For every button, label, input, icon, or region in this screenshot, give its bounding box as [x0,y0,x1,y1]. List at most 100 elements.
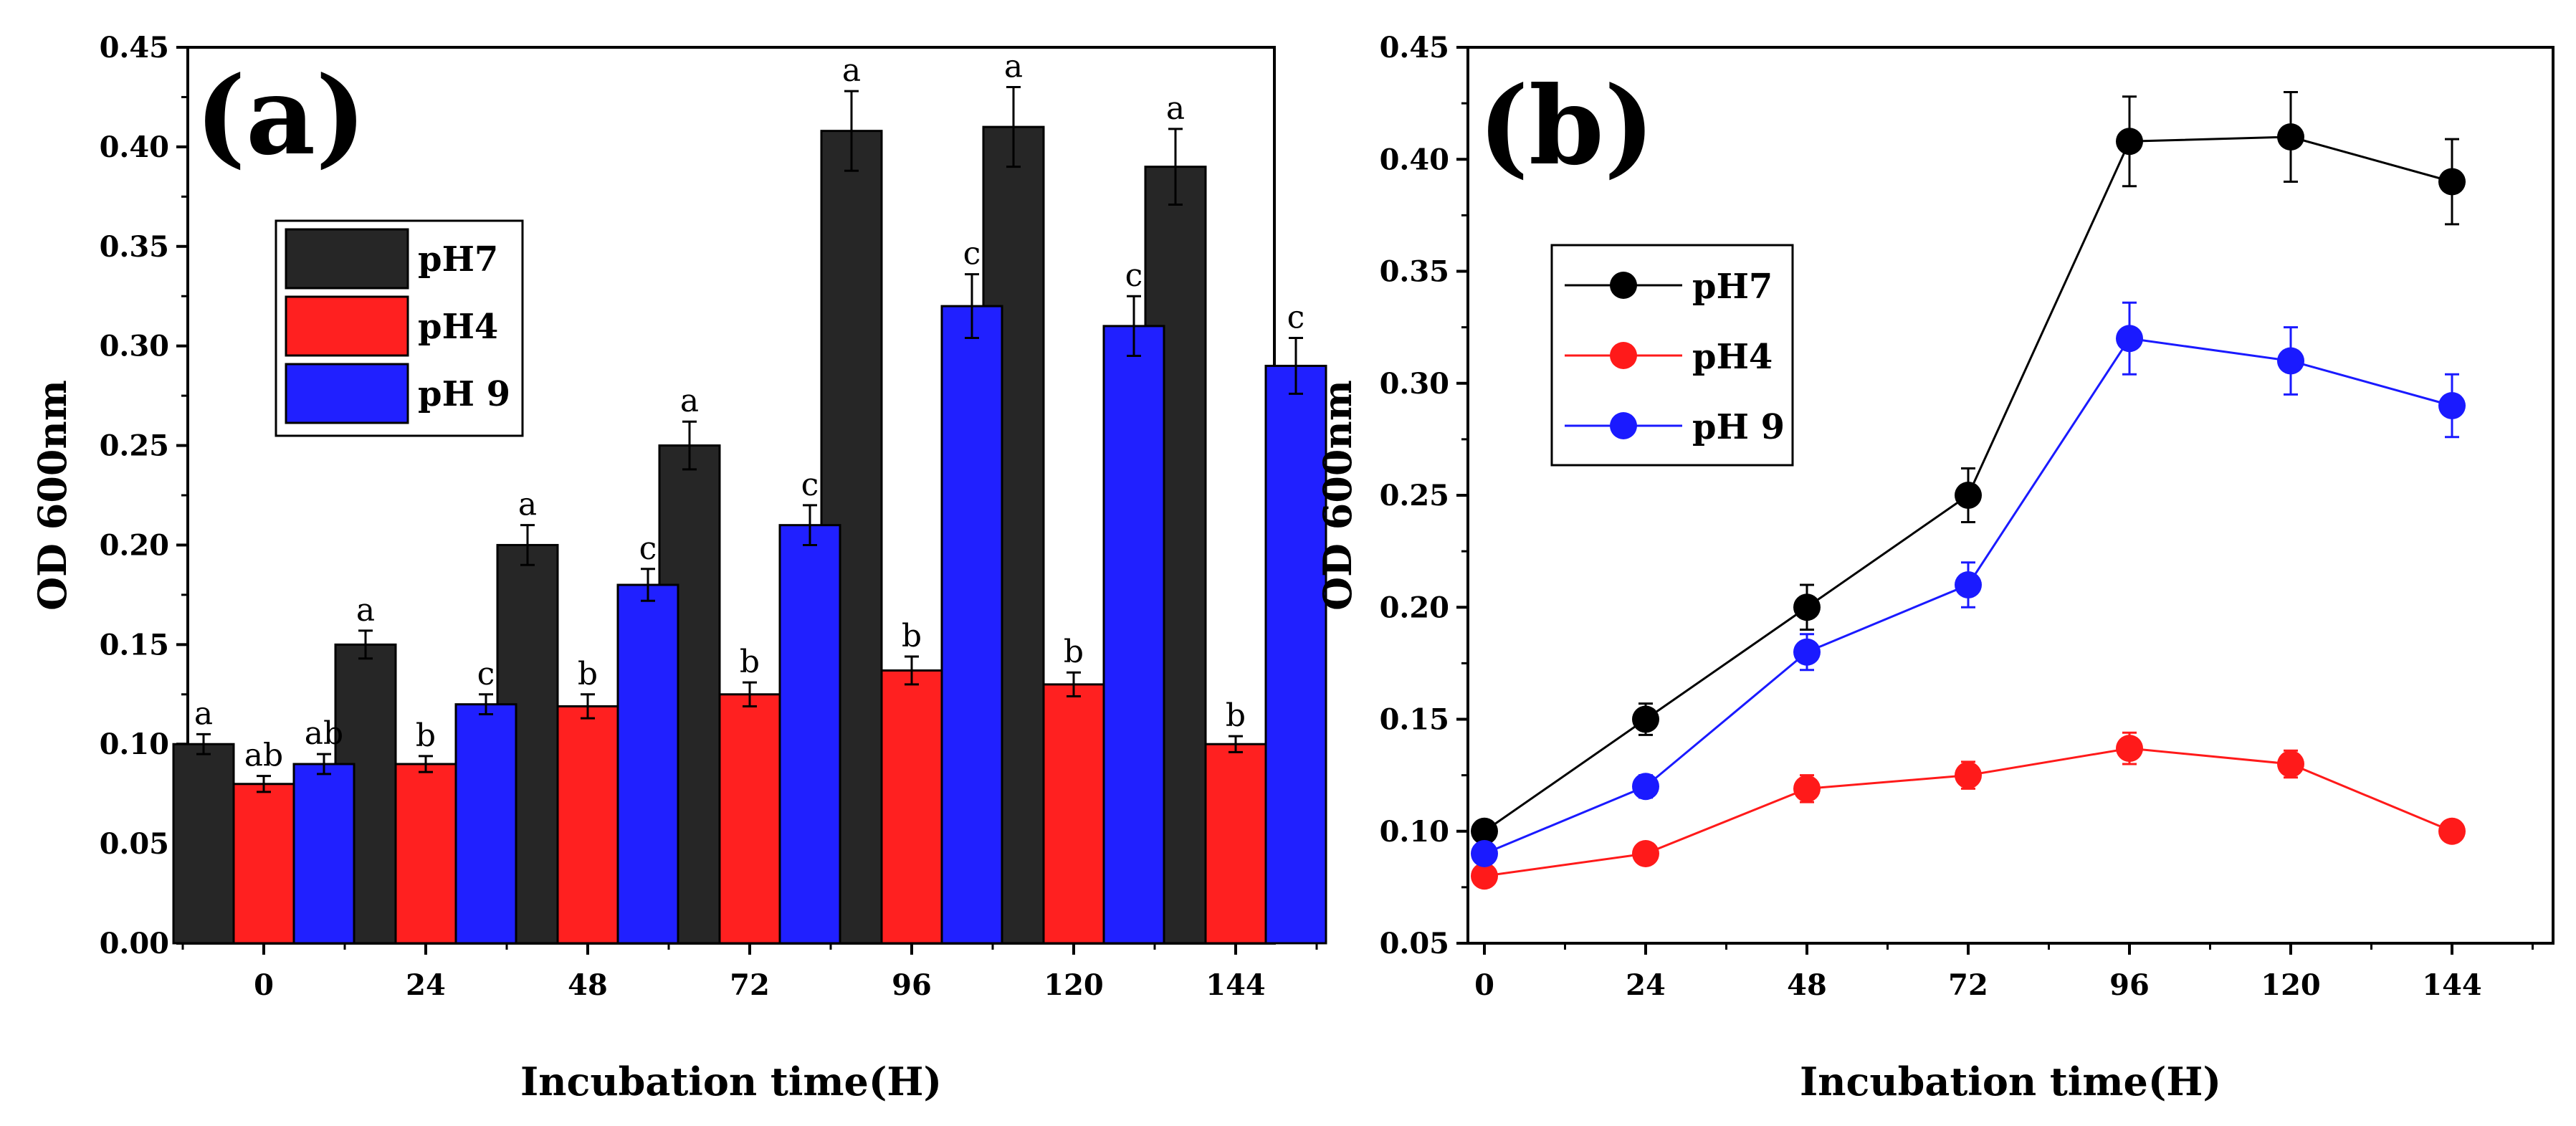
legend-label: pH 9 [1692,407,1785,447]
significance-letter: a [194,695,213,732]
legend-label: pH7 [418,239,498,280]
y-tick-label: 0.45 [1380,31,1449,65]
significance-letter: c [1125,257,1143,294]
x-tick-label: 144 [2422,968,2482,1002]
legend-marker [1610,342,1637,369]
y-tick-label: 0.45 [100,31,169,65]
significance-letter: b [1064,634,1084,670]
bar-ph9 [1102,325,1165,945]
legend-label: pH 9 [418,374,510,414]
significance-letter: c [1287,300,1305,336]
significance-letter: a [1166,90,1185,127]
data-point-ph4 [2438,817,2466,845]
y-tick-label: 0.20 [1380,591,1449,624]
bar-ph4 [1042,683,1105,945]
data-point-ph7 [1471,817,1498,845]
bar-ph9 [616,583,679,945]
x-tick-label: 144 [1206,968,1266,1002]
bar-ph7 [172,743,235,945]
data-point-ph4 [1793,775,1821,803]
x-tick-label: 48 [1787,968,1827,1002]
significance-letter: c [801,467,819,503]
panel-label-b: (b) [1478,63,1655,189]
legend-label: pH4 [1692,337,1773,377]
data-point-ph7 [1632,705,1659,733]
y-tick-label: 0.05 [100,827,169,861]
data-point-ph7 [1955,482,1982,509]
data-point-ph9 [2438,392,2466,419]
bar-ph9 [454,703,517,945]
bar-ph4 [880,669,943,945]
bar-ph9 [1264,364,1327,945]
y-tick-label: 0.05 [1380,927,1449,960]
bar-ph4 [232,783,295,945]
legend-swatch [285,295,409,357]
y-tick-label: 0.15 [1380,703,1449,737]
y-axis-title: OD 600nm [29,380,75,611]
bar-ph4 [1204,743,1267,945]
data-point-ph7 [2277,123,2304,151]
data-point-ph9 [1793,638,1821,666]
data-point-ph9 [2116,325,2143,353]
x-tick-label: 0 [254,968,274,1002]
x-tick-label: 24 [406,968,446,1002]
panel-label-a: (a) [195,53,366,179]
data-point-ph4 [2277,750,2304,778]
x-tick-label: 48 [568,968,608,1002]
y-tick-label: 0.15 [100,628,169,662]
significance-letter: ab [244,738,283,774]
significance-letter: b [416,717,436,754]
y-tick-label: 0.35 [1380,255,1449,289]
data-point-ph7 [2438,168,2466,196]
bar-ph9 [940,305,1003,945]
panel-a-bar-chart: 0.00 0.05 0.10 0.15 0.20 0.25 0.30 0.35 0.40 0.45… [29,31,1327,1104]
y-tick-label: 0.10 [100,727,169,761]
y-tick-label: 0.25 [1380,479,1449,512]
x-tick-label: 120 [1044,968,1104,1002]
legend-swatch [285,228,409,290]
significance-letter: a [1004,49,1023,85]
x-axis-title: Incubation time(H) [520,1059,942,1104]
x-tick-label: 24 [1626,968,1666,1002]
bar-ph9 [778,524,841,945]
data-point-ph4 [1955,761,1982,789]
data-point-ph9 [1471,840,1498,867]
significance-letter: b [902,618,922,654]
bar-ph9 [292,763,356,945]
y-tick-label: 0.00 [100,927,169,960]
data-point-ph7 [2116,128,2143,156]
panel-b-line-chart: 0.05 0.10 0.15 0.20 0.25 0.30 0.35 0.40 0.45 0 24 4… [1315,31,2554,1104]
y-tick-label: 0.40 [100,130,169,164]
data-point-ph4 [1471,862,1498,890]
significance-letter: a [680,383,699,419]
significance-letter: b [578,656,598,692]
legend-marker [1610,412,1637,439]
data-point-ph7 [1793,593,1821,621]
x-axis-title: Incubation time(H) [1800,1059,2221,1104]
legend: pH7 pH4 pH 9 [275,219,524,437]
legend: pH7 pH4 pH 9 [1550,244,1794,467]
y-tick-label: 0.10 [1380,815,1449,849]
legend-swatch [285,363,409,424]
y-tick-label: 0.40 [1380,143,1449,176]
y-tick-label: 0.35 [100,230,169,264]
x-tick-label: 120 [2261,968,2321,1002]
data-point-ph4 [2116,735,2143,763]
data-point-ph9 [1955,571,1982,598]
x-tick-label: 0 [1474,968,1494,1002]
data-point-ph9 [1632,773,1659,801]
data-point-ph4 [1632,840,1659,867]
significance-letter: a [842,52,861,89]
y-tick-label: 0.30 [1380,367,1449,401]
y-tick-label: 0.30 [100,330,169,363]
x-tick-label: 96 [2109,968,2150,1002]
data-point-ph9 [2277,347,2304,375]
bar-ph4 [394,763,457,945]
legend-label: pH4 [418,307,498,347]
significance-letter: a [356,592,375,629]
significance-letter: a [518,487,537,523]
y-tick-label: 0.20 [100,528,169,562]
significance-letter: c [477,656,495,692]
x-tick-label: 72 [1948,968,1988,1002]
